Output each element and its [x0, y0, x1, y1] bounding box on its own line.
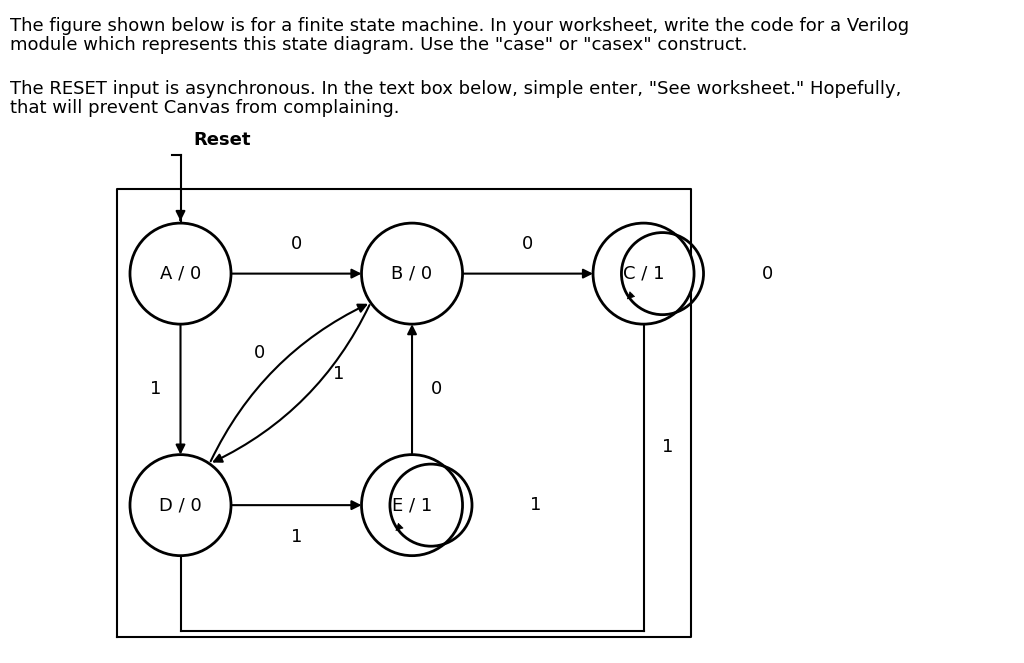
Text: B / 0: B / 0 [391, 265, 432, 282]
FancyArrowPatch shape [214, 305, 370, 461]
Text: 1: 1 [151, 381, 162, 398]
Circle shape [361, 223, 463, 324]
Text: D / 0: D / 0 [159, 496, 202, 514]
Circle shape [593, 223, 694, 324]
Text: The figure shown below is for a finite state machine. In your worksheet, write t: The figure shown below is for a finite s… [10, 17, 909, 34]
Text: 0: 0 [291, 235, 302, 253]
Text: The RESET input is asynchronous. In the text box below, simple enter, "See works: The RESET input is asynchronous. In the … [10, 80, 901, 97]
Text: 1: 1 [529, 496, 542, 514]
Text: that will prevent Canvas from complaining.: that will prevent Canvas from complainin… [10, 99, 399, 117]
Text: 0: 0 [522, 235, 534, 253]
Text: 1: 1 [291, 528, 302, 546]
Text: Reset: Reset [194, 131, 251, 149]
Circle shape [130, 223, 231, 324]
Text: C / 1: C / 1 [623, 265, 665, 282]
Circle shape [361, 455, 463, 556]
Text: 0: 0 [431, 381, 442, 398]
Text: 0: 0 [762, 265, 773, 282]
Text: A / 0: A / 0 [160, 265, 201, 282]
Text: 1: 1 [663, 438, 674, 456]
Circle shape [130, 455, 231, 556]
FancyArrowPatch shape [211, 305, 366, 461]
Text: module which represents this state diagram. Use the "case" or "casex" construct.: module which represents this state diagr… [10, 36, 748, 54]
Text: 1: 1 [333, 365, 344, 383]
Text: E / 1: E / 1 [392, 496, 432, 514]
Text: 0: 0 [254, 343, 265, 361]
